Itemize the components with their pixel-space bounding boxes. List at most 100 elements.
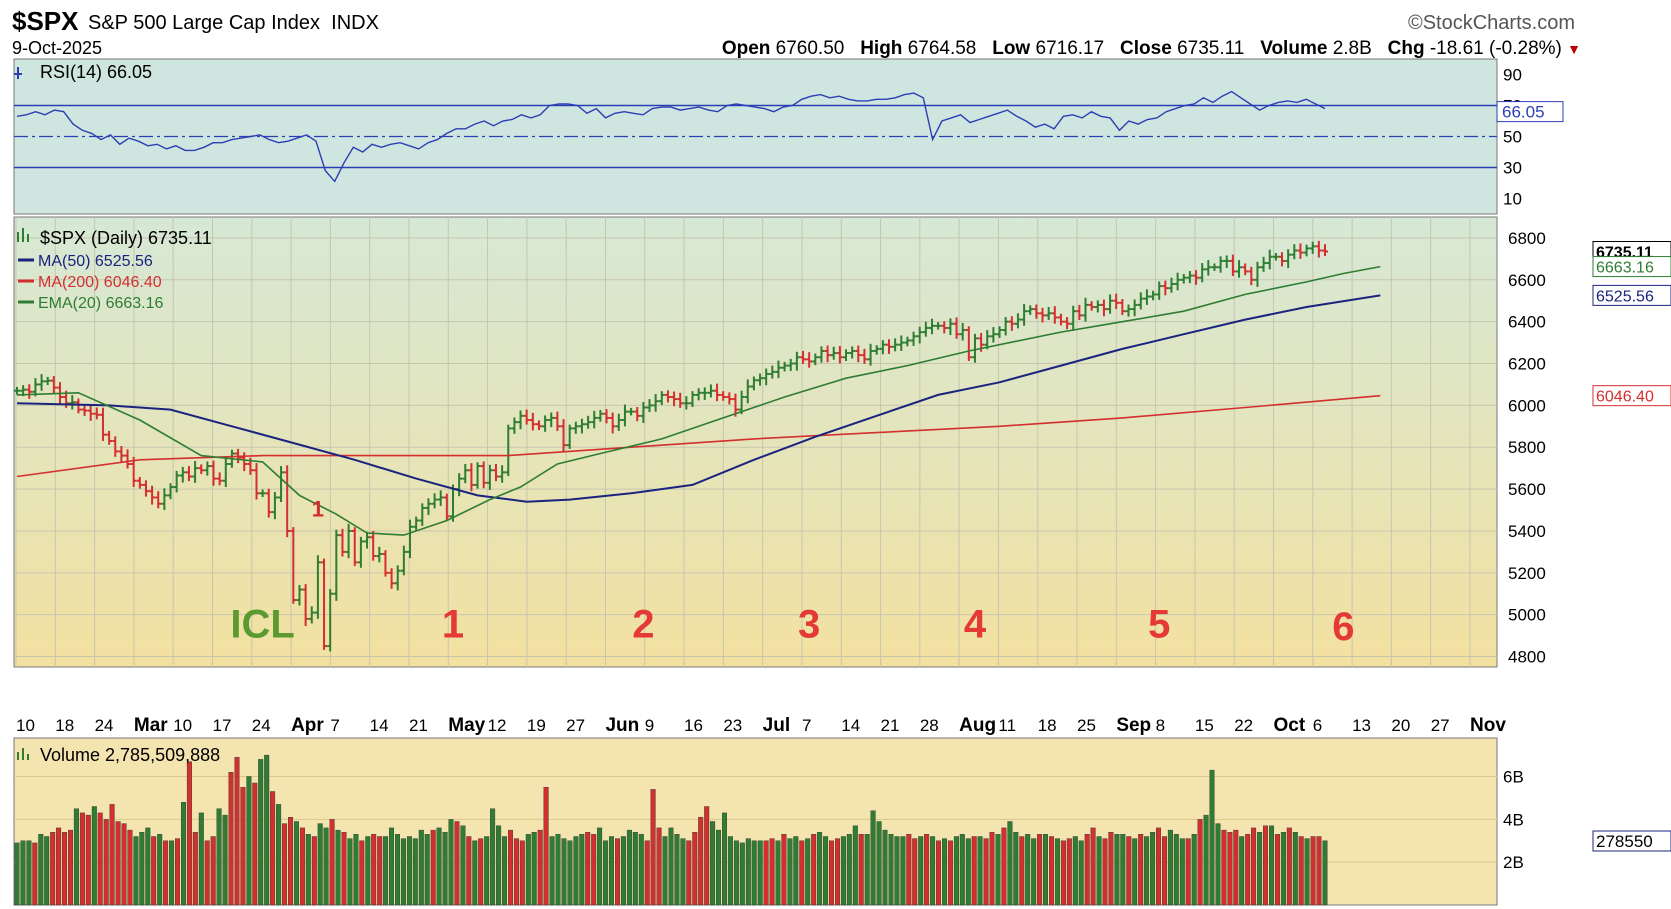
price-candle [566,424,573,449]
volume-bar [668,827,674,906]
volume-bar [1072,836,1078,906]
volume-bar [448,819,454,906]
price-candle [628,407,635,416]
volume-bar [555,834,561,906]
volume-bar [1120,834,1126,906]
price-candle [222,456,229,487]
volume-bar [1286,827,1292,906]
volume-bar [573,836,579,906]
price-candle [1100,299,1107,317]
volume-bar [502,836,508,906]
volume-bar [169,840,175,906]
price-candle [621,404,628,427]
price-candle [69,395,76,410]
volume-bar [674,834,680,906]
volume-bar [1042,834,1048,906]
price-candle [407,519,414,559]
price-candle [1107,294,1114,314]
volume-bar [1078,840,1084,906]
x-tick-label: 21 [881,716,900,735]
volume-bar [436,827,442,906]
price-candle [898,335,905,351]
price-candle [873,345,880,355]
volume-bar [270,791,276,906]
volume-bar [1197,819,1203,906]
volume-bar [959,834,965,906]
price-candle [333,529,340,601]
price-candle [173,470,180,493]
volume-bar [32,842,38,906]
price-candle [787,358,794,372]
volume-bar [733,840,739,906]
price-candle [136,476,143,489]
volume-value-tag [1592,830,1671,852]
volume-bar [811,834,817,906]
volume-bar [1251,827,1257,906]
low-value: 6716.17 [1035,38,1105,59]
volume-bar [840,836,846,906]
volume-bar [1037,834,1043,906]
close-label: Close [1120,38,1172,59]
price-value-tag [1592,284,1671,306]
volume-bar [14,842,20,906]
price-candle [990,327,997,343]
price-tick-label: 6600 [1508,271,1546,290]
price-candle [1156,281,1163,300]
volume-bar [846,834,852,906]
price-candle [1076,304,1083,320]
price-candle [904,336,911,347]
price-candle [744,379,751,404]
volume-bar [341,832,347,906]
volume-bar [1209,769,1215,906]
volume-tick-label: 6B [1503,768,1524,787]
x-tick-label: 18 [1038,716,1057,735]
volume-bar [1304,838,1310,906]
volume-bar [1025,834,1031,906]
price-candle [302,584,309,626]
price-candle [1094,300,1101,313]
price-candle [996,326,1003,338]
volume-bar [282,823,288,906]
volume-bar [971,836,977,906]
volume-bar [1126,836,1132,906]
volume-bar [751,840,757,906]
price-candle [364,531,371,549]
price-candle [1205,260,1212,276]
price-candle [388,568,395,589]
volume-bar [109,804,115,906]
price-candle [99,407,106,441]
volume-bar [258,759,264,906]
volume-bar [1054,838,1060,906]
price-candle [800,350,807,364]
price-candle [836,345,843,364]
volume-bar [335,829,341,906]
x-tick-label: 7 [330,716,339,735]
price-tick-label: 4800 [1508,648,1546,667]
price-candle [1211,263,1218,271]
price-candle [818,346,825,363]
volume-bar [192,832,198,906]
volume-bar [115,821,121,906]
price-candle [707,384,714,398]
volume-bar [1280,832,1286,906]
volume-bar [359,840,365,906]
price-panel: 4800 5000 5200 5400 5600 5800 6000 6200 6400 6600… [13,216,1671,668]
volume-bar [163,840,169,906]
price-candle [155,491,162,509]
price-candle [591,410,598,429]
volume-bar [44,836,50,906]
volume-bar [1203,814,1209,906]
price-candle [290,527,297,604]
volume-bar [894,836,900,906]
price-candle [1088,301,1095,311]
price-candle [50,376,57,394]
price-candle [1168,277,1175,293]
price-candle [259,489,266,498]
price-candle [941,321,948,334]
price-candle [892,338,899,352]
price-candle [585,415,592,429]
volume-bar [799,840,805,906]
volume-bar [1144,836,1150,906]
volume-bar [1084,834,1090,906]
